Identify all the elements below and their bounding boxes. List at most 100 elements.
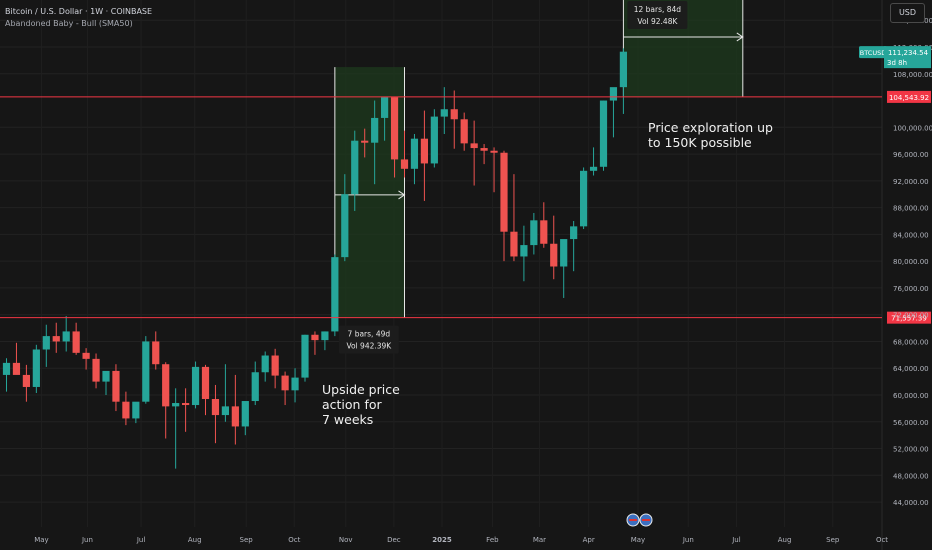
x-tick-label: Apr (583, 536, 595, 544)
y-tick-label: 92,000.00 (893, 178, 929, 186)
time-axis[interactable]: May Jun Jul Aug Sep Oct Nov Dec 2025 Feb Mar Apr May… (34, 536, 888, 544)
indicator-label: Abandoned Baby - Bull (SMA50) (5, 19, 133, 28)
candle-body (92, 358, 100, 382)
candle-body (420, 138, 428, 164)
candle-body (390, 97, 399, 160)
x-tick-label: Mar (533, 536, 546, 544)
candle-body (440, 109, 448, 117)
annotation-exploration-line: to 150K possible (648, 135, 752, 150)
candle-body (341, 194, 349, 258)
candle-body (609, 87, 618, 101)
candle-body (82, 352, 90, 359)
symbol-badge (859, 46, 887, 59)
candle-body (291, 377, 299, 391)
candle-body (201, 366, 210, 400)
candles (2, 48, 627, 469)
candle-body (599, 100, 608, 167)
candle-body (52, 336, 60, 342)
range-label-volume: Vol 92.48K (637, 17, 678, 26)
x-tick-label: 2025 (432, 536, 452, 544)
candle-body (331, 257, 339, 332)
symbol-label: BTCUSD (860, 49, 886, 57)
currency-button[interactable]: USD (890, 3, 925, 23)
range-arrowhead (736, 32, 744, 42)
y-tick-label: 88,000.00 (893, 205, 929, 213)
candle-body (241, 401, 249, 427)
candle-body (102, 370, 110, 382)
candle-body (112, 370, 120, 402)
y-tick-label: 64,000.00 (893, 365, 929, 373)
x-tick-label: Oct (876, 536, 888, 544)
y-tick-label: 72,000.00 (893, 312, 929, 320)
candle-body (410, 138, 419, 169)
x-tick-label: Aug (188, 536, 202, 544)
bar-countdown: 3d 8h (887, 59, 907, 67)
candle-body (42, 336, 50, 350)
flag-stripe (642, 519, 650, 521)
candle-body (32, 349, 40, 387)
candle-body (400, 159, 409, 169)
x-tick-label: Jul (136, 536, 146, 544)
y-tick-label: 80,000.00 (893, 258, 929, 266)
candle-body (321, 331, 329, 341)
y-tick-label: 108,000.00 (893, 71, 932, 79)
candle-body (560, 239, 568, 267)
y-tick-label: 56,000.00 (893, 419, 929, 427)
candle-body (22, 374, 30, 387)
candle-body (261, 355, 269, 373)
range-label-volume: Vol 942.39K (346, 342, 392, 351)
hline-price-label: 104,543.92 (889, 94, 929, 102)
candle-body (231, 406, 239, 427)
event-flags (626, 513, 653, 527)
candle-body (450, 109, 458, 120)
candle-body (2, 362, 11, 375)
y-tick-label: 76,000.00 (893, 285, 929, 293)
candle-body (351, 140, 359, 195)
candle-body (589, 166, 598, 171)
candle-body (361, 140, 369, 143)
hline-price-box (887, 311, 931, 324)
hline-price-box (887, 90, 931, 103)
x-tick-label: Dec (387, 536, 401, 544)
current-price-box (884, 46, 931, 69)
candle-body (122, 401, 130, 419)
flag-stripe (629, 519, 637, 521)
candle-body (271, 355, 279, 376)
candle-body (162, 364, 170, 407)
candle-body (430, 116, 438, 164)
candle-body (132, 401, 140, 419)
y-tick-label: 68,000.00 (893, 338, 929, 346)
range-arrowhead (398, 190, 406, 200)
candle-body (570, 226, 578, 240)
y-tick-label: 44,000.00 (893, 499, 929, 507)
annotation-upside-line: 7 weeks (322, 412, 373, 427)
candle-body (520, 245, 528, 257)
hline-price-label: 71,557.39 (891, 315, 927, 323)
annotation-exploration-line: Price exploration up (648, 120, 773, 135)
x-tick-label: Jun (682, 536, 694, 544)
y-tick-label: 52,000.00 (893, 446, 929, 454)
x-tick-label: Aug (778, 536, 792, 544)
candle-body (619, 51, 627, 88)
candle-body (540, 220, 548, 244)
candle-body (311, 334, 319, 341)
candle-body (490, 150, 498, 153)
candle-body (12, 362, 21, 375)
x-tick-label: Sep (240, 536, 254, 544)
candle-body (251, 372, 259, 402)
candle-body (470, 143, 478, 149)
candle-body (480, 148, 488, 151)
range-label-bars: 7 bars, 49d (348, 330, 391, 339)
candle-body (172, 403, 180, 407)
y-tick-label: 48,000.00 (893, 472, 929, 480)
candle-body (72, 331, 80, 353)
candle-body (530, 220, 538, 246)
candle-body (381, 97, 389, 118)
x-tick-label: Oct (288, 536, 300, 544)
chart-title: Bitcoin / U.S. Dollar · 1W · COINBASE (5, 7, 153, 16)
horizontal-lines: 104,543.92 71,557.39 (0, 90, 931, 324)
x-tick-label: Feb (486, 536, 499, 544)
candle-body (580, 170, 588, 227)
